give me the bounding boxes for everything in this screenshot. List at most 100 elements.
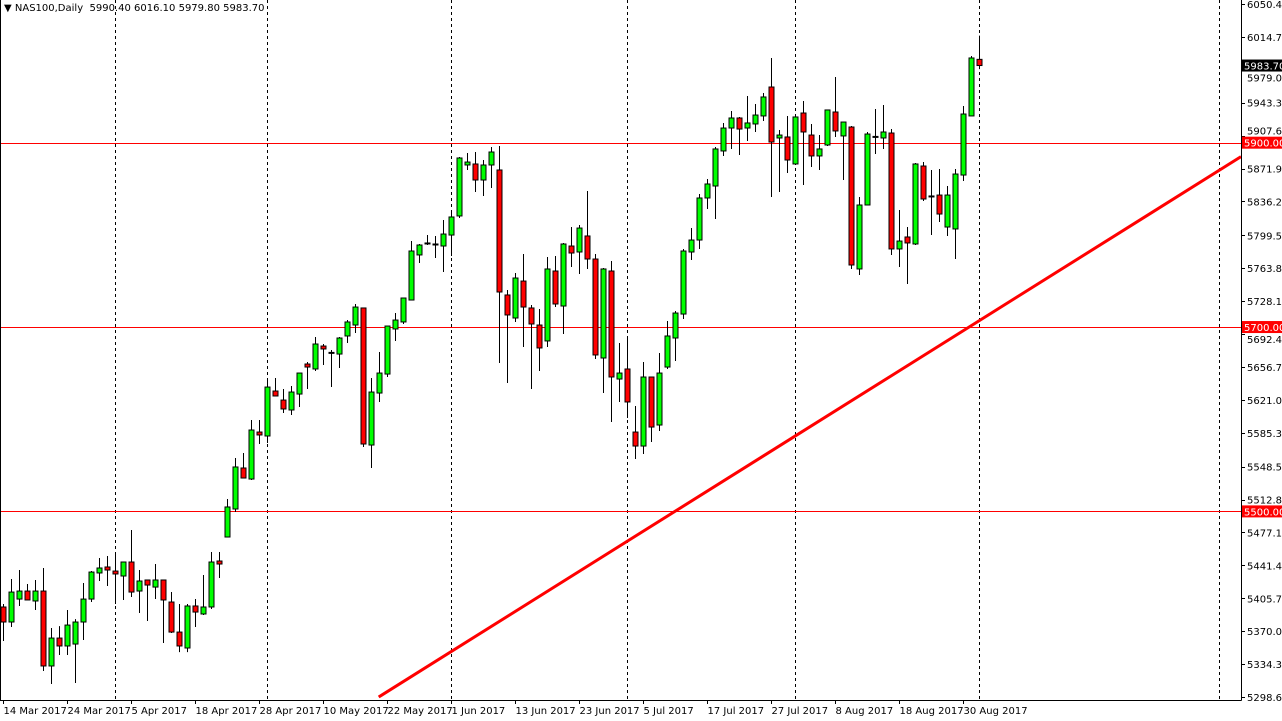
price-axis[interactable]: 6050.45 6014.75 5979.05 5943.35 5907.65 5871.… — [1241, 0, 1282, 704]
candle — [600, 268, 607, 394]
candle-body-bull — [264, 386, 271, 437]
candle-body-bull — [152, 579, 159, 588]
candle — [280, 388, 287, 414]
candle-body-bull — [488, 151, 495, 166]
time-tick-label: 1 Jun 2017 — [452, 706, 506, 717]
candle-body-bull — [672, 312, 679, 339]
candle-body-bull — [744, 122, 751, 129]
candle-body-bull — [760, 96, 767, 117]
time-tick-label: 10 May 2017 — [324, 706, 389, 717]
price-tick-label: 5979.05 — [1247, 74, 1282, 85]
level-price-tag-bg — [1242, 505, 1282, 518]
open-value: 5990.40 — [89, 3, 131, 14]
candle-body-bear — [848, 126, 855, 266]
price-tick-label: 5405.75 — [1247, 594, 1282, 605]
candle — [248, 420, 255, 481]
candle-body-bear — [160, 579, 167, 601]
high-value: 6016.10 — [134, 3, 176, 14]
candle — [128, 530, 135, 598]
candle — [640, 361, 647, 454]
candle — [352, 303, 359, 334]
time-axis[interactable]: 14 Mar 2017 24 Mar 2017 5 Apr 2017 18 Apr 2… — [3, 700, 1028, 717]
candle-body-bear — [784, 136, 791, 161]
candle-body-bull — [328, 351, 335, 354]
candle — [952, 168, 959, 260]
candle-body-bear — [648, 376, 655, 428]
candle-body-bear — [904, 236, 911, 244]
price-tick-label: 5477.15 — [1247, 528, 1282, 539]
candle — [504, 289, 511, 383]
candle-body-bear — [800, 112, 807, 133]
candle-body-bear — [504, 294, 511, 316]
close-value: 5983.70 — [223, 3, 265, 14]
candle-body-bull — [120, 561, 127, 577]
candle-body-bear — [608, 270, 615, 378]
candle-body-bull — [872, 135, 879, 138]
symbol-label: NAS100,Daily — [14, 3, 84, 14]
candle-body-bear — [736, 117, 743, 130]
candle-body-bull — [560, 243, 567, 307]
candle — [888, 129, 895, 255]
time-tick-label: 5 Apr 2017 — [132, 706, 187, 717]
candle — [0, 604, 7, 642]
candle — [168, 592, 175, 633]
candle-body-bull — [944, 194, 951, 228]
candle — [720, 122, 727, 156]
candle — [392, 313, 399, 341]
candle — [440, 220, 447, 273]
candle-body-bear — [424, 242, 431, 245]
candle — [328, 349, 335, 388]
time-tick-label: 28 Apr 2017 — [260, 706, 322, 717]
candle-body-bear — [768, 86, 775, 143]
candle — [472, 151, 479, 192]
candle — [976, 35, 983, 70]
candle — [496, 146, 503, 363]
candle — [968, 56, 975, 117]
candle — [264, 380, 271, 444]
candle-body-bear — [320, 345, 327, 350]
candle — [160, 579, 167, 644]
current-price-tag-bg — [1242, 59, 1282, 72]
candle — [536, 308, 543, 372]
candle — [760, 92, 767, 122]
candle — [216, 552, 223, 579]
candle — [768, 57, 775, 197]
candle-body-bull — [232, 466, 239, 510]
candle — [704, 179, 711, 209]
candles — [0, 35, 983, 685]
candle-body-bull — [400, 297, 407, 323]
candle-body-bull — [792, 116, 799, 165]
candle-body-bull — [664, 335, 671, 368]
candle — [944, 186, 951, 236]
candle — [304, 361, 311, 389]
candle-body-bull — [136, 580, 143, 592]
candle — [544, 256, 551, 348]
candle-body-bull — [840, 121, 847, 137]
price-tick-label: 5836.25 — [1247, 197, 1282, 208]
time-tick-label: 24 Mar 2017 — [68, 706, 131, 717]
candle — [904, 227, 911, 284]
candle — [24, 584, 31, 601]
candle — [136, 570, 143, 613]
candle — [840, 121, 847, 181]
price-tick-label: 5799.50 — [1247, 231, 1282, 242]
candle — [256, 420, 263, 445]
price-tick-label: 5763.80 — [1247, 264, 1282, 275]
trendline-group[interactable] — [377, 155, 1242, 699]
candle-body-bull — [640, 376, 647, 447]
candle — [344, 320, 351, 343]
candle — [936, 168, 943, 222]
price-tick-label: 5656.70 — [1247, 363, 1282, 374]
candle — [384, 325, 391, 378]
candle — [512, 273, 519, 322]
candle — [560, 242, 567, 335]
candle-body-bull — [952, 173, 959, 230]
candle-body-bull — [344, 321, 351, 337]
candle-body-bull — [656, 372, 663, 426]
time-tick-label: 23 Jun 2017 — [580, 706, 640, 717]
candle — [872, 109, 879, 155]
dropdown-triangle-icon[interactable]: ▼ — [4, 3, 15, 14]
candle — [480, 160, 487, 196]
candle — [120, 561, 127, 600]
